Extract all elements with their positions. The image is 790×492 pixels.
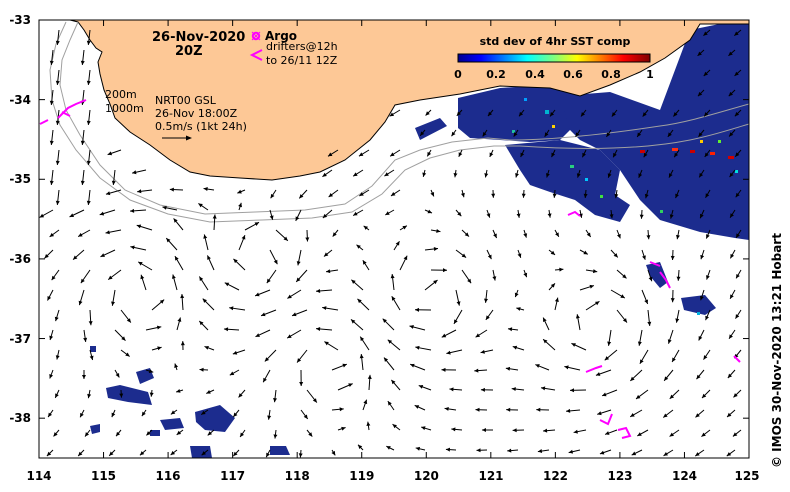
axis-ticks [38, 19, 750, 458]
drifter-track-icon [249, 49, 263, 61]
contour-1000m-label: 1000m [105, 102, 144, 115]
lat-label: -33 [9, 13, 31, 27]
colorbar-tick: 1 [646, 68, 654, 81]
colorbar-tick: 0 [454, 68, 462, 81]
colorbar-tick: 0.8 [601, 68, 621, 81]
drifter-legend: Argo drifters@12h to 26/11 12Z [249, 29, 338, 67]
scale-note-label: 0.5m/s (1kt 24h) [155, 120, 247, 133]
drifter-tracks [39, 99, 741, 439]
lon-label: 122 [543, 469, 568, 483]
bathymetry-contours [49, 21, 749, 223]
contour-200m-label: 200m [105, 88, 137, 101]
colorbar-tick: 0.6 [563, 68, 583, 81]
lon-label: 124 [672, 469, 697, 483]
x-axis-labels: 114 115 116 117 118 119 120 121 122 123 … [26, 469, 759, 483]
lon-label: 117 [220, 469, 245, 483]
map-info: 200m 1000m NRT00 GSL 26-Nov 18:00Z 0.5m/… [105, 88, 247, 141]
lat-label: -36 [9, 252, 31, 266]
lon-label: 120 [414, 469, 439, 483]
lon-label: 119 [349, 469, 374, 483]
lon-label: 114 [26, 469, 51, 483]
argo-float-icon [251, 31, 261, 41]
sst-variability-hotspots [512, 98, 738, 315]
drifters-date-label: to 26/11 12Z [266, 54, 338, 67]
colorbar-title: std dev of 4hr SST comp [480, 35, 631, 48]
lon-label: 121 [478, 469, 503, 483]
y-axis-labels: -33 -34 -35 -36 -37 -38 [9, 13, 31, 425]
time-label: 20Z [175, 44, 203, 59]
colorbar-gradient [457, 53, 651, 63]
lat-label: -37 [9, 332, 31, 346]
valid-time-label: 26-Nov 18:00Z [155, 107, 238, 120]
colorbar-tick: 0.4 [525, 68, 545, 81]
lon-label: 115 [91, 469, 116, 483]
argo-label: Argo [265, 29, 297, 43]
date-label: 26-Nov-2020 [152, 30, 245, 45]
product-label: NRT00 GSL [155, 94, 217, 107]
scale-arrow-icon [162, 135, 192, 141]
colorbar-tick: 0.2 [486, 68, 506, 81]
lon-label: 118 [285, 469, 310, 483]
lat-label: -38 [9, 411, 31, 425]
lon-label: 116 [155, 469, 180, 483]
lat-label: -35 [9, 172, 31, 186]
plot-frame [38, 19, 750, 459]
credit-label: © IMOS 30-Nov-2020 13:21 Hobart [770, 233, 784, 468]
drifters-label: drifters@12h [266, 40, 338, 53]
colorbar: std dev of 4hr SST comp 0 0.2 0.4 0.6 0.… [454, 35, 654, 81]
lon-label: 123 [607, 469, 632, 483]
lat-label: -34 [9, 93, 31, 107]
lon-label: 125 [734, 469, 759, 483]
